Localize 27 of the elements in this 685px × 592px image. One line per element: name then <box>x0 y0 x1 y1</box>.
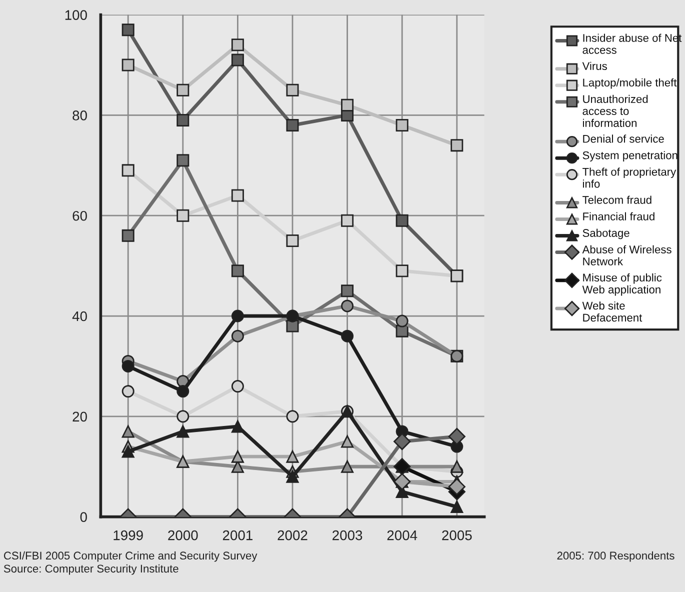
y-tick-label: 0 <box>80 512 87 522</box>
y-tick-label: 40 <box>72 311 87 322</box>
x-tick-label: 1999 <box>114 530 143 540</box>
x-tick-label: 2001 <box>222 530 252 540</box>
y-tick-label: 20 <box>72 412 87 422</box>
source-note: Source: Computer Security Institute <box>4 564 178 575</box>
x-tick-label: 2002 <box>278 530 308 540</box>
x-tick-label: 2000 <box>168 530 198 540</box>
text: 2005: 700 Respondents <box>557 551 674 562</box>
legend-label: Laptop/mobile theft <box>583 78 677 89</box>
legend-label: Web site Defacement <box>582 301 642 322</box>
x-tick-label: 2003 <box>332 530 362 540</box>
y-tick-label: 100 <box>65 10 87 20</box>
x-tick-label: 2004 <box>387 530 418 540</box>
legend-label: Denial of service <box>583 134 664 143</box>
legend-label: Financial fraud <box>583 212 654 220</box>
legend-label: Unauthorized access to information <box>582 94 648 127</box>
legend-label: Sabotage <box>582 228 630 240</box>
x-tick-label: 2005 <box>442 530 472 540</box>
legend-label: Virus <box>582 62 607 70</box>
legend-label: Abuse of Wireless Network <box>582 245 672 266</box>
text: CSI/FBI 2005 Computer Crime and Security Survey <box>4 551 258 562</box>
legend-label: Theft of proprietary info <box>582 168 676 188</box>
legend-label: Misuse of public Web application <box>582 273 662 296</box>
y-tick-label: 80 <box>72 110 87 120</box>
legend-label: Telecom fraud <box>582 196 652 204</box>
y-tick-label: 60 <box>72 210 87 221</box>
